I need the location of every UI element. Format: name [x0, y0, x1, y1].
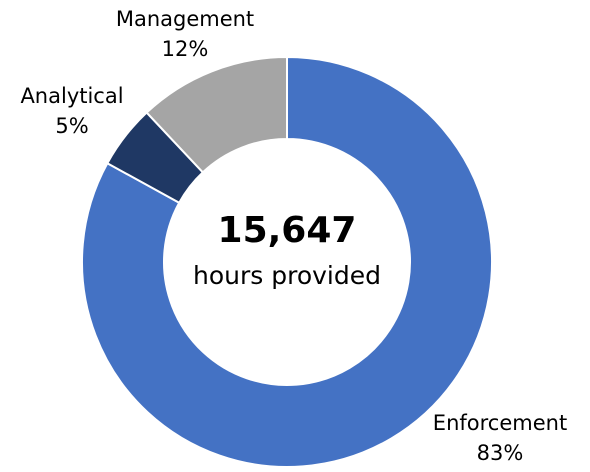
category-label: Enforcement [433, 411, 567, 435]
center-subtitle: hours provided [193, 261, 381, 290]
wedge [81, 55, 493, 468]
wedge [145, 55, 288, 174]
value-label: 12% [162, 37, 209, 61]
category-label: Management [116, 7, 254, 31]
center-title: 15,647 [218, 210, 357, 251]
donut [81, 55, 493, 468]
value-label: 5% [55, 114, 88, 138]
value-label: 83% [477, 441, 524, 465]
category-label: Analytical [20, 84, 123, 108]
